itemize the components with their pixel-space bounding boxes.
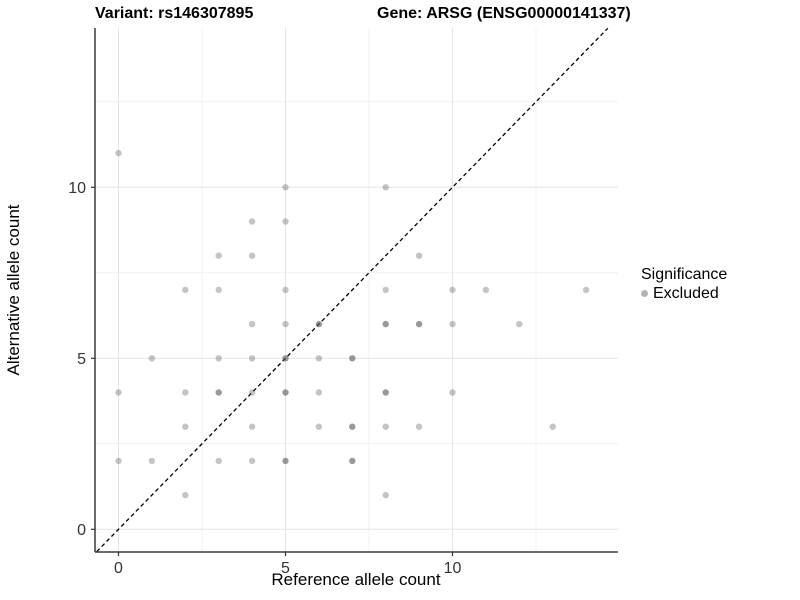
- data-point: [282, 184, 289, 191]
- x-tick-label: 10: [444, 560, 462, 577]
- data-point: [182, 389, 189, 396]
- data-point: [182, 423, 189, 430]
- data-point: [382, 423, 389, 430]
- data-point: [248, 218, 256, 225]
- data-point: [516, 320, 523, 328]
- data-point: [449, 320, 456, 328]
- legend-item-label: Excluded: [653, 285, 719, 302]
- data-point: [315, 423, 323, 430]
- data-point: [215, 457, 222, 465]
- data-point: [148, 457, 156, 465]
- data-point: [215, 286, 222, 294]
- y-tick-label: 5: [77, 351, 86, 368]
- x-tick-label: 0: [114, 560, 123, 577]
- data-point: [182, 491, 189, 499]
- data-point: [549, 423, 556, 430]
- data-point: [215, 355, 222, 362]
- y-tick-label: 10: [68, 180, 86, 197]
- data-point: [248, 355, 256, 362]
- legend-title: Significance: [641, 266, 728, 283]
- plot-title-variant: Variant: rs146307895: [95, 5, 254, 22]
- data-point: [182, 286, 189, 294]
- data-point: [115, 457, 122, 465]
- data-point: [382, 320, 389, 328]
- data-point: [349, 423, 356, 430]
- data-point: [215, 389, 222, 396]
- data-point: [248, 389, 256, 396]
- data-point: [115, 389, 122, 396]
- data-point: [148, 355, 156, 362]
- plot-panel: 0 5 10 0 5 10: [68, 27, 618, 577]
- y-axis-title: Alternative allele count: [4, 204, 23, 376]
- data-point: [582, 286, 590, 294]
- data-point: [449, 389, 456, 396]
- data-point: [315, 355, 323, 362]
- data-point: [482, 286, 490, 294]
- data-point: [248, 457, 256, 465]
- data-point: [449, 286, 456, 294]
- data-point: [382, 389, 389, 396]
- data-point: [282, 286, 289, 294]
- legend-point-icon: [641, 290, 648, 297]
- data-point: [282, 320, 289, 328]
- data-point: [248, 423, 256, 430]
- data-point: [282, 457, 289, 465]
- data-point: [215, 252, 222, 259]
- data-point: [382, 491, 389, 499]
- data-point: [248, 320, 256, 328]
- data-point: [115, 149, 122, 157]
- data-point: [349, 355, 356, 362]
- data-point: [282, 355, 289, 362]
- x-tick-label: 5: [281, 560, 290, 577]
- data-point: [315, 320, 323, 328]
- y-tick-label: 0: [77, 522, 86, 539]
- data-point: [415, 252, 423, 259]
- data-point: [282, 218, 289, 225]
- plot-title-gene: Gene: ARSG (ENSG00000141337): [377, 5, 631, 22]
- data-point: [248, 252, 256, 259]
- x-axis-title: Reference allele count: [271, 570, 441, 589]
- data-point: [382, 286, 389, 294]
- data-point: [349, 457, 356, 465]
- data-point: [282, 389, 289, 396]
- identity-line: [96, 27, 609, 552]
- legend: Significance Excluded: [641, 265, 727, 303]
- legend-item-excluded: Excluded: [641, 284, 727, 303]
- scatter-plot-svg: 0 5 10 0 5 10: [68, 27, 618, 577]
- data-point: [315, 389, 323, 396]
- data-point: [382, 184, 389, 191]
- data-point: [415, 320, 423, 328]
- data-point: [415, 423, 423, 430]
